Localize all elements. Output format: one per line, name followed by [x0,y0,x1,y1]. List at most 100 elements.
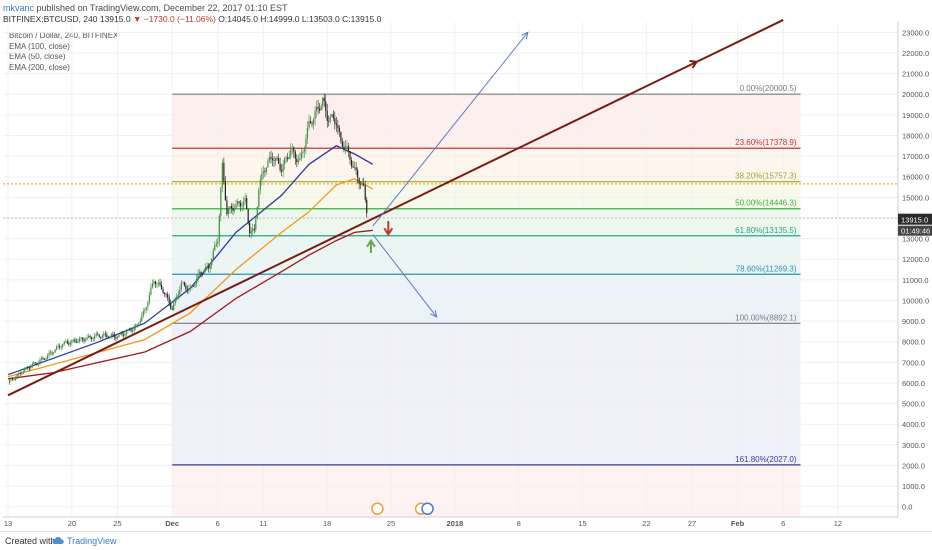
candle-body [314,110,316,119]
candle-body [59,346,61,348]
candle-body [157,282,160,284]
tradingview-brand[interactable]: TradingView [67,536,117,546]
candle-body [361,183,363,185]
candle-body [217,241,219,244]
candle-body [24,368,26,372]
event-icon-2 [421,502,434,515]
candle-body [296,158,298,163]
candle-body [101,335,103,338]
fib-zone [172,235,801,275]
candle-body [287,157,289,160]
price-axis-tick: 12000.0 [902,255,929,264]
legend-ema-200[interactable]: EMA (200, close) [9,62,70,72]
candle-body [92,338,94,340]
candle-body [97,334,99,335]
fib-level-label: 50.00%(14446.3) [735,199,797,208]
candle-body [285,157,287,159]
candle-body [340,131,342,142]
candle-body [80,337,82,339]
candle-body [297,160,299,163]
candle-body [95,334,97,337]
time-axis-tick: 11 [259,519,267,528]
symbol-name: BITFINEX:BTCUSD, 240 [3,14,98,24]
candle-body [223,162,225,182]
candle-body [232,207,234,211]
candle-body [98,334,100,337]
candle-body [122,334,125,336]
candle-body [168,297,170,304]
candle-body [144,309,146,312]
candle-body [267,160,269,168]
fib-level-label: 100.00%(8892.1) [735,313,797,322]
candle-body [294,151,296,159]
candle-body [22,371,24,374]
legend-ema-50[interactable]: EMA (50, close) [9,52,66,61]
candle-body [13,379,15,381]
candle-body [170,303,172,309]
candle-body [62,344,64,347]
candle-body [66,341,68,344]
current-price-badge [898,213,932,225]
candle-body [84,339,87,341]
price-axis-tick: 11000.0 [902,276,929,285]
candle-body [142,311,144,316]
candle-body [253,228,255,230]
projection-line-1 [372,234,438,318]
price-axis-tick: 22000.0 [902,49,929,58]
candle-body [115,337,117,339]
candle-body [252,228,254,232]
candle-body [265,167,268,173]
price-axis-tick: 10000.0 [902,296,929,305]
countdown-badge [898,225,932,236]
candle-body [150,287,152,295]
candle-body [194,284,196,287]
author-link[interactable]: mkvanc [3,3,35,13]
candle-body [349,151,351,161]
price-axis-tick: 6000.0 [902,379,925,388]
candle-body [136,323,138,326]
candle-body [48,352,50,356]
price-axis-tick: 2000.0 [902,461,925,470]
candle-body [124,333,126,336]
candle-body [270,156,272,159]
price-change: ▼ −1730.0 (−11.06%) [132,14,216,24]
price-axis-tick: 17000.0 [902,152,929,161]
projection-line-0 [372,32,529,227]
candle-body [200,271,202,275]
candle-body [215,243,217,246]
candle-body [350,160,353,167]
price-axis-tick: 1000.0 [902,482,925,491]
time-axis-tick: 27 [688,519,696,528]
candle-body [118,334,120,338]
candle-body [312,118,315,125]
candle-body [364,185,366,200]
fib-level-label: 23.60%(17378.9) [735,138,797,147]
fib-zone-extension [172,464,801,517]
down-arrow-marker [383,221,394,237]
candle-body [195,278,198,285]
candle-body [229,206,231,209]
candle-body [100,336,102,338]
candle-body [357,170,359,178]
candle-body [10,379,12,381]
candle-body [264,171,266,173]
candle-body [238,201,240,203]
ohlc-values: O:14045.0 H:14999.0 L:13503.0 C:13915.0 [218,14,382,24]
candle-body [75,341,78,343]
candle-body [306,127,309,139]
candle-body [250,231,252,234]
legend-ema-100[interactable]: EMA (100, close) [9,41,70,51]
candle-body [334,117,336,124]
up-arrow-marker [366,238,376,253]
candle-body [214,245,216,251]
candle-body [255,219,257,230]
candle-body [311,123,313,125]
candle-body [317,106,319,109]
candle-body [352,166,354,168]
time-axis-tick: 25 [113,519,121,528]
candle-body [236,201,239,205]
projection-arrowhead-0 [521,31,529,40]
candle-body [198,271,201,274]
